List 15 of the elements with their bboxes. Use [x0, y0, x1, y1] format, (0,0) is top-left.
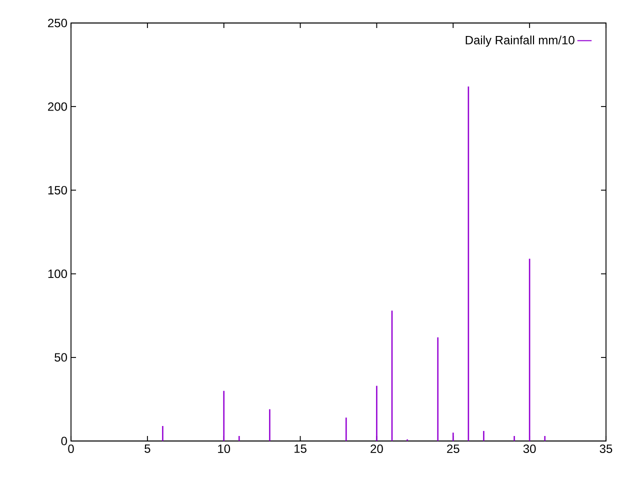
x-tick-label: 10 [218, 444, 230, 454]
y-tick-label: 50 [54, 353, 68, 362]
x-tick-label: 25 [447, 444, 460, 454]
x-tick-label: 30 [523, 444, 536, 454]
y-tick-label: 100 [48, 270, 67, 278]
x-tick-label: 15 [294, 444, 306, 453]
y-tick-label: 250 [48, 18, 67, 28]
x-tick-label: 35 [600, 444, 612, 454]
x-tick-label: 0 [68, 444, 74, 454]
y-tick-label: 200 [48, 102, 67, 111]
legend-label: Daily Rainfall mm/10 [466, 36, 574, 47]
x-tick-label: 20 [370, 444, 383, 454]
y-tick-label: 0 [61, 436, 68, 446]
y-tick-label: 150 [48, 186, 67, 194]
x-tick-label: 5 [144, 444, 150, 453]
